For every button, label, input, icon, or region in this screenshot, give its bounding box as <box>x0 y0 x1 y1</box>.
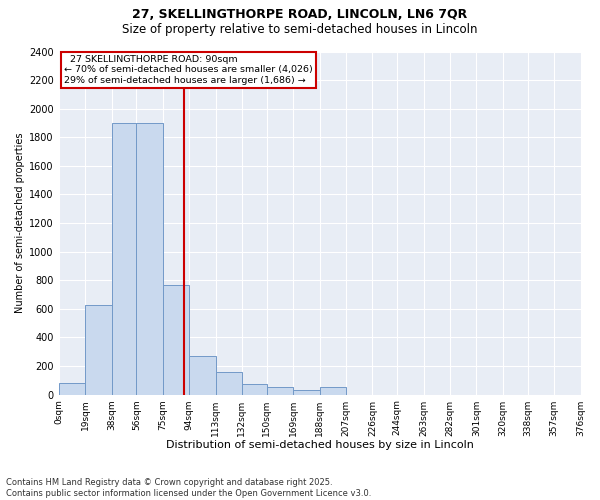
Y-axis label: Number of semi-detached properties: Number of semi-detached properties <box>15 133 25 314</box>
Bar <box>293 390 320 394</box>
Bar <box>267 386 293 394</box>
Bar <box>59 383 85 394</box>
Bar <box>112 123 136 394</box>
Bar <box>320 388 346 394</box>
Bar <box>215 372 242 394</box>
Bar <box>136 123 163 394</box>
Bar <box>242 384 267 394</box>
Text: Contains HM Land Registry data © Crown copyright and database right 2025.
Contai: Contains HM Land Registry data © Crown c… <box>6 478 371 498</box>
Text: 27 SKELLINGTHORPE ROAD: 90sqm
← 70% of semi-detached houses are smaller (4,026)
: 27 SKELLINGTHORPE ROAD: 90sqm ← 70% of s… <box>64 55 313 84</box>
Text: 27, SKELLINGTHORPE ROAD, LINCOLN, LN6 7QR: 27, SKELLINGTHORPE ROAD, LINCOLN, LN6 7Q… <box>133 8 467 20</box>
X-axis label: Distribution of semi-detached houses by size in Lincoln: Distribution of semi-detached houses by … <box>166 440 473 450</box>
Bar <box>85 304 112 394</box>
Bar <box>189 356 215 395</box>
Bar <box>163 284 189 395</box>
Text: Size of property relative to semi-detached houses in Lincoln: Size of property relative to semi-detach… <box>122 22 478 36</box>
